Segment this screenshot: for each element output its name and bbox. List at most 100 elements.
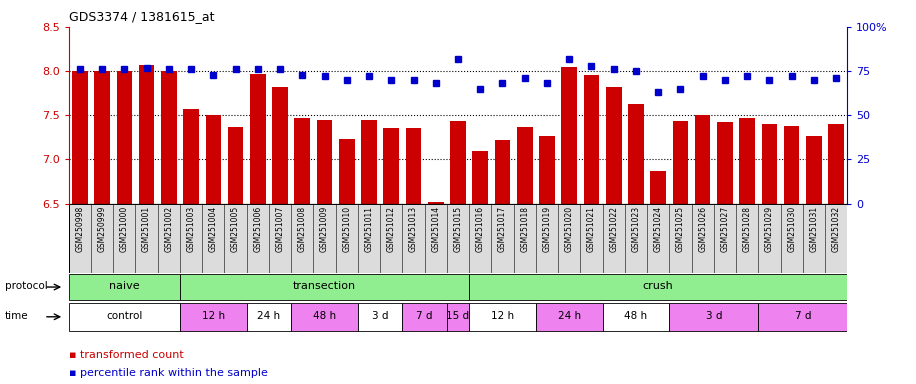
Text: GSM251006: GSM251006: [254, 205, 262, 252]
Bar: [402, 204, 425, 273]
Bar: [313, 204, 335, 273]
Bar: [339, 139, 354, 204]
Text: ▪ transformed count: ▪ transformed count: [69, 350, 183, 360]
Text: GSM251009: GSM251009: [320, 205, 329, 252]
Bar: [69, 274, 180, 300]
Bar: [469, 204, 491, 273]
Bar: [828, 124, 844, 204]
Bar: [628, 104, 644, 204]
Text: 48 h: 48 h: [625, 311, 648, 321]
Bar: [428, 202, 443, 204]
Text: GSM251018: GSM251018: [520, 205, 529, 252]
Text: GSM251021: GSM251021: [587, 205, 596, 252]
Bar: [473, 151, 488, 204]
Bar: [250, 74, 266, 204]
Bar: [650, 171, 666, 204]
Text: 48 h: 48 h: [313, 311, 336, 321]
Bar: [603, 204, 625, 273]
Text: GSM251014: GSM251014: [431, 205, 441, 252]
Text: 15 d: 15 d: [446, 311, 470, 321]
Text: GSM251029: GSM251029: [765, 205, 774, 252]
Text: 3 d: 3 d: [705, 311, 722, 321]
Bar: [69, 204, 91, 273]
Text: GSM251010: GSM251010: [343, 205, 351, 252]
Bar: [246, 204, 269, 273]
Bar: [180, 204, 202, 273]
Bar: [806, 136, 822, 204]
Bar: [224, 204, 246, 273]
Text: GSM251004: GSM251004: [209, 205, 218, 252]
Bar: [406, 128, 421, 204]
Bar: [739, 118, 755, 204]
Text: 7 d: 7 d: [417, 311, 433, 321]
Bar: [384, 128, 399, 204]
Bar: [69, 303, 180, 331]
Bar: [647, 204, 670, 273]
Bar: [425, 204, 447, 273]
Bar: [717, 122, 733, 204]
Text: GSM251005: GSM251005: [231, 205, 240, 252]
Text: GSM251026: GSM251026: [698, 205, 707, 252]
Bar: [714, 204, 736, 273]
Bar: [758, 303, 847, 331]
Bar: [491, 204, 514, 273]
Bar: [205, 115, 221, 204]
Text: 12 h: 12 h: [491, 311, 514, 321]
Text: GSM251028: GSM251028: [743, 205, 752, 252]
Bar: [180, 303, 246, 331]
Text: GSM251024: GSM251024: [654, 205, 662, 252]
Bar: [603, 303, 670, 331]
Bar: [469, 274, 847, 300]
Bar: [625, 204, 647, 273]
Text: GSM251012: GSM251012: [387, 205, 396, 252]
Bar: [761, 124, 777, 204]
Text: 24 h: 24 h: [558, 311, 581, 321]
Bar: [228, 127, 244, 204]
Text: GSM251030: GSM251030: [787, 205, 796, 252]
Bar: [291, 303, 358, 331]
Text: 24 h: 24 h: [257, 311, 280, 321]
Bar: [183, 109, 199, 204]
Bar: [581, 204, 603, 273]
Bar: [605, 87, 621, 204]
Text: GSM251008: GSM251008: [298, 205, 307, 252]
Text: GSM251031: GSM251031: [810, 205, 818, 252]
Bar: [447, 303, 469, 331]
Text: GSM251019: GSM251019: [542, 205, 551, 252]
Bar: [583, 75, 599, 204]
Text: GSM251003: GSM251003: [187, 205, 195, 252]
Bar: [402, 303, 447, 331]
Bar: [272, 87, 288, 204]
Text: GSM250999: GSM250999: [98, 205, 106, 252]
Bar: [358, 303, 402, 331]
Text: GSM251020: GSM251020: [565, 205, 573, 252]
Text: transection: transection: [293, 281, 356, 291]
Text: GSM251015: GSM251015: [453, 205, 463, 252]
Bar: [447, 204, 469, 273]
Bar: [246, 303, 291, 331]
Bar: [94, 71, 110, 204]
Text: GSM251001: GSM251001: [142, 205, 151, 252]
Text: GSM251032: GSM251032: [832, 205, 841, 252]
Bar: [758, 204, 780, 273]
Text: GSM251007: GSM251007: [276, 205, 285, 252]
Bar: [558, 204, 581, 273]
Bar: [361, 121, 376, 204]
Text: 7 d: 7 d: [794, 311, 811, 321]
Bar: [562, 66, 577, 204]
Text: GSM250998: GSM250998: [75, 205, 84, 252]
Bar: [202, 204, 224, 273]
Text: ▪ percentile rank within the sample: ▪ percentile rank within the sample: [69, 368, 267, 378]
Text: GSM251027: GSM251027: [721, 205, 729, 252]
Bar: [695, 115, 711, 204]
Bar: [536, 303, 603, 331]
Text: GSM251025: GSM251025: [676, 205, 685, 252]
Bar: [291, 204, 313, 273]
Bar: [514, 204, 536, 273]
Bar: [136, 204, 158, 273]
Bar: [825, 204, 847, 273]
Bar: [736, 204, 758, 273]
Bar: [802, 204, 825, 273]
Bar: [380, 204, 402, 273]
Bar: [670, 303, 758, 331]
